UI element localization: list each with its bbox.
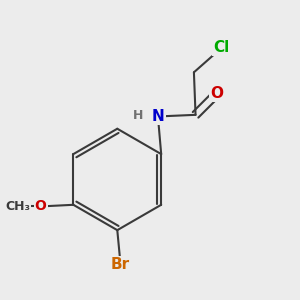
Text: O: O xyxy=(35,200,46,213)
Text: H: H xyxy=(133,109,143,122)
Text: O: O xyxy=(210,86,223,101)
Text: Br: Br xyxy=(111,257,130,272)
Text: N: N xyxy=(152,109,164,124)
Text: Cl: Cl xyxy=(214,40,230,55)
Text: CH₃: CH₃ xyxy=(5,200,30,213)
